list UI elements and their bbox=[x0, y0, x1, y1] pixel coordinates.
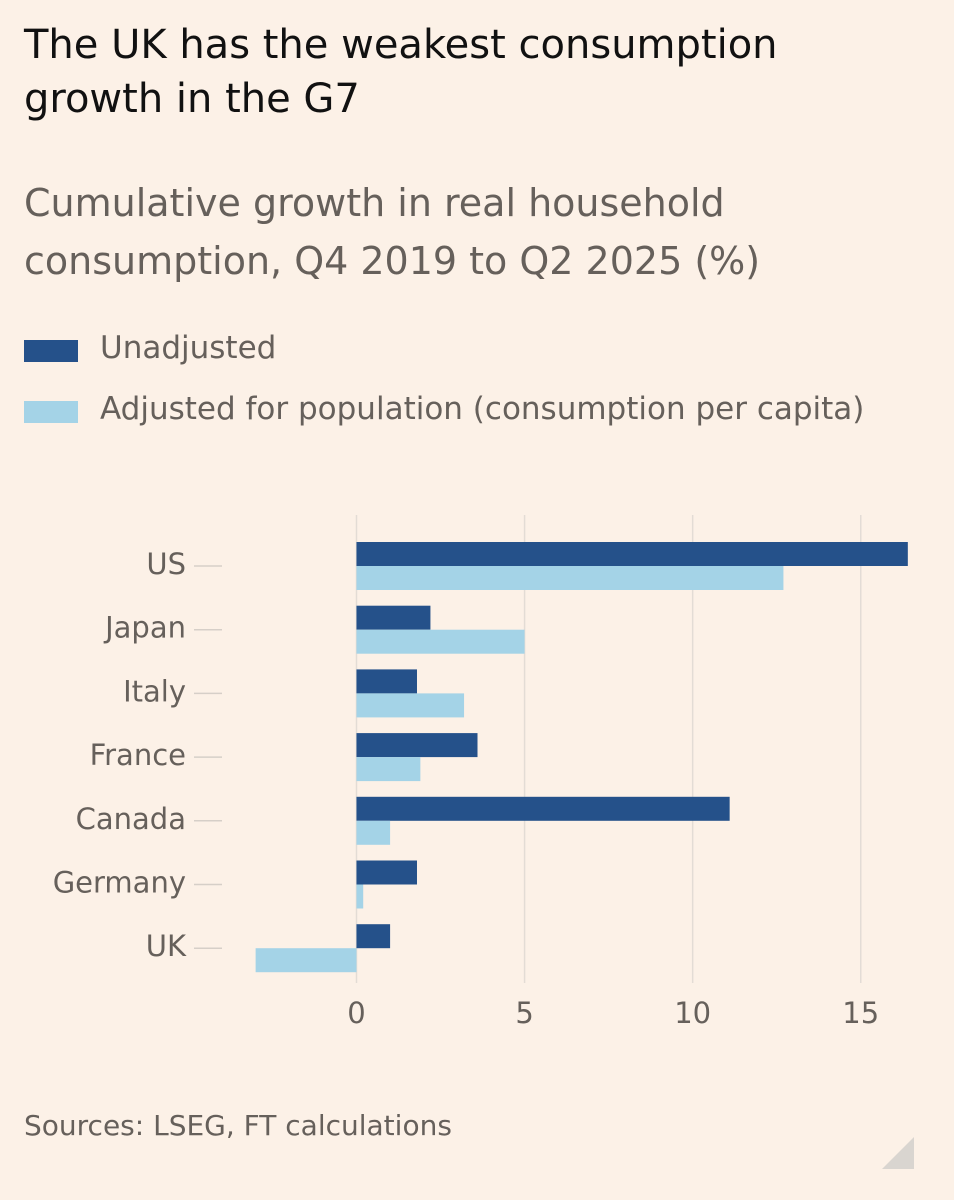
bar-germany-adjusted bbox=[356, 884, 364, 909]
x-tick-label-15: 15 bbox=[842, 996, 879, 1030]
legend-label-adjusted: Adjusted for population (consumption per… bbox=[100, 391, 865, 427]
chart-title: The UK has the weakest consumption growt… bbox=[24, 22, 778, 122]
y-tick-label-uk: UK bbox=[146, 929, 187, 963]
y-tick-label-germany: Germany bbox=[53, 866, 186, 900]
y-tick-label-japan: Japan bbox=[103, 611, 186, 645]
bar-us-unadjusted bbox=[356, 542, 908, 566]
bar-germany-unadjusted bbox=[356, 860, 417, 885]
bar-canada-adjusted bbox=[356, 820, 391, 845]
legend-item-unadjusted: Unadjusted bbox=[24, 328, 929, 368]
bar-uk-adjusted bbox=[255, 948, 357, 973]
x-tick-label-5: 5 bbox=[515, 996, 533, 1030]
y-tick-label-italy: Italy bbox=[123, 674, 186, 708]
bar-france-unadjusted bbox=[356, 733, 478, 758]
bar-us-adjusted bbox=[356, 566, 784, 590]
bar-japan-unadjusted bbox=[356, 605, 431, 630]
legend-label-unadjusted: Unadjusted bbox=[100, 330, 277, 366]
bar-italy-unadjusted bbox=[356, 669, 417, 694]
bar-italy-adjusted bbox=[356, 693, 465, 718]
legend-swatch-adjusted bbox=[24, 401, 78, 423]
chart-subtitle: Cumulative growth in real household cons… bbox=[24, 181, 761, 283]
y-tick-label-us: US bbox=[146, 547, 186, 581]
x-tick-label-0: 0 bbox=[347, 996, 365, 1030]
y-tick-label-canada: Canada bbox=[76, 802, 186, 836]
legend-item-adjusted: Adjusted for population (consumption per… bbox=[24, 389, 929, 429]
resize-corner-icon bbox=[882, 1137, 914, 1169]
bar-canada-unadjusted bbox=[356, 796, 730, 821]
x-tick-label-10: 10 bbox=[674, 996, 711, 1030]
y-tick-label-france: France bbox=[90, 738, 186, 772]
legend-swatch-unadjusted bbox=[24, 340, 78, 362]
bar-japan-adjusted bbox=[356, 629, 525, 654]
bar-france-adjusted bbox=[356, 757, 421, 782]
bar-chart: 0 5 10 15 US Japan Italy France Canada Germany UK bbox=[53, 515, 908, 1030]
bar-uk-unadjusted bbox=[356, 924, 391, 949]
source-note: Sources: LSEG, FT calculations bbox=[24, 1109, 452, 1142]
